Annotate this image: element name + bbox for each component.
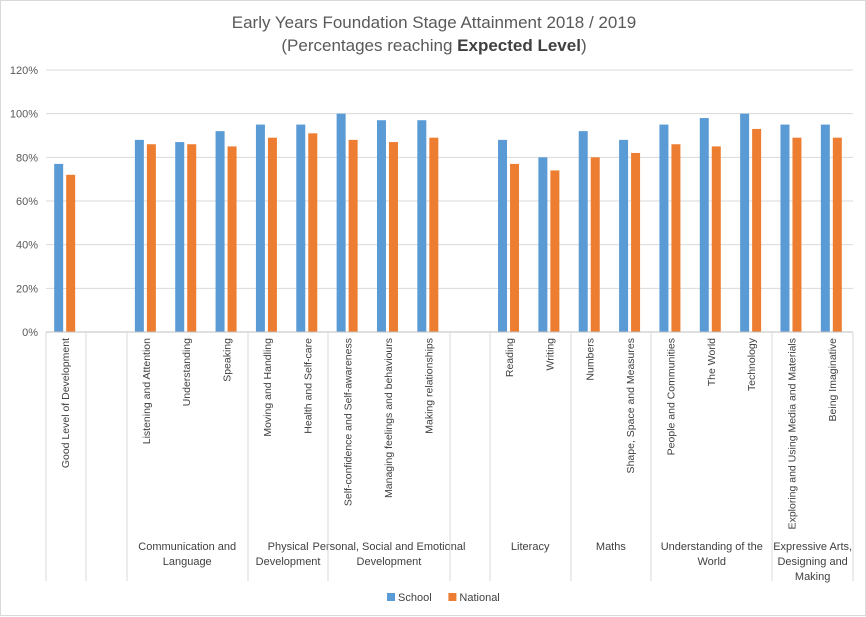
bar-national-17 xyxy=(832,137,842,332)
legend: School National xyxy=(387,592,500,604)
chart-title: Early Years Foundation Stage Attainment … xyxy=(232,13,637,32)
category-label: Speaking xyxy=(222,338,234,382)
y-tick-label: 0% xyxy=(22,327,38,339)
category-label: Self-confidence and Self-awareness xyxy=(343,338,355,506)
legend-swatch-national xyxy=(448,593,457,601)
bar-national-14 xyxy=(711,146,721,332)
category-label: Understanding xyxy=(181,338,193,406)
bar-school-3 xyxy=(215,131,225,332)
bar-national-13 xyxy=(671,144,681,332)
legend-label-national: National xyxy=(459,592,499,604)
bar-national-15 xyxy=(752,128,762,332)
y-tick-label: 100% xyxy=(10,109,38,121)
legend-swatch-school xyxy=(387,593,395,601)
group-label: Language xyxy=(163,556,212,568)
bar-school-12 xyxy=(619,139,629,332)
category-label: Exploring and Using Media and Materials xyxy=(786,338,798,529)
bar-national-5 xyxy=(308,133,318,332)
bar-national-9 xyxy=(510,163,520,332)
bar-national-10 xyxy=(550,170,560,332)
bar-school-1 xyxy=(134,139,144,332)
group-label: Literacy xyxy=(511,541,550,553)
group-label: Designing and xyxy=(777,556,847,568)
group-label: Development xyxy=(357,556,422,568)
bar-school-7 xyxy=(376,120,386,332)
group-label: Expressive Arts, xyxy=(773,541,852,553)
bar-national-8 xyxy=(429,137,439,332)
bar-school-17 xyxy=(820,124,830,332)
bar-school-6 xyxy=(336,113,346,333)
y-tick-label: 20% xyxy=(16,283,38,295)
bar-national-12 xyxy=(631,152,641,332)
bar-school-4 xyxy=(255,124,265,332)
category-label: Moving and Handling xyxy=(262,338,274,437)
gridlines xyxy=(46,69,853,333)
bar-school-5 xyxy=(296,124,306,332)
category-label: Writing xyxy=(544,338,556,371)
category-label: Being Imaginative xyxy=(827,338,839,422)
group-label: Understanding of the xyxy=(661,541,763,553)
category-label: Health and Self-care xyxy=(302,338,314,434)
bar-school-10 xyxy=(538,157,548,332)
subtitle-suffix: ) xyxy=(581,36,587,55)
group-label: Personal, Social and Emotional xyxy=(313,541,466,553)
category-label: People and Communities xyxy=(665,338,677,455)
category-label: Reading xyxy=(504,338,516,377)
bar-school-14 xyxy=(699,118,709,333)
y-tick-label: 40% xyxy=(16,240,38,252)
subtitle-prefix: (Percentages reaching xyxy=(281,36,457,55)
group-label: Communication and xyxy=(138,541,236,553)
group-label: Maths xyxy=(596,541,626,553)
group-label: Making xyxy=(795,571,830,583)
bar-school-13 xyxy=(659,124,669,332)
bar-national-2 xyxy=(187,144,197,332)
bar-national-4 xyxy=(267,137,277,332)
group-label: Development xyxy=(256,556,321,568)
bar-national-7 xyxy=(388,142,398,332)
bar-school-16 xyxy=(780,124,790,332)
bar-school-2 xyxy=(175,142,185,332)
legend-label-school: School xyxy=(398,592,432,604)
category-label: Technology xyxy=(746,337,758,391)
category-label: Shape, Space and Measures xyxy=(625,338,637,473)
chart-subtitle: (Percentages reaching Expected Level) xyxy=(281,36,586,55)
bar-school-11 xyxy=(578,131,588,332)
y-axis: 0% 20% 40% 60% 80% 100% 120% xyxy=(10,65,38,339)
category-label: Making relationships xyxy=(423,338,435,434)
category-label: Managing feelings and behaviours xyxy=(383,338,395,498)
bar-national-3 xyxy=(227,146,237,332)
category-label: Numbers xyxy=(585,338,597,381)
bar-national-1 xyxy=(146,144,156,332)
category-label: The World xyxy=(706,338,718,386)
category-label: Good Level of Development xyxy=(60,338,72,468)
subtitle-bold: Expected Level xyxy=(457,36,581,55)
y-tick-label: 60% xyxy=(16,196,38,208)
bars xyxy=(54,113,842,333)
bar-school-15 xyxy=(740,113,750,333)
group-label: Physical xyxy=(268,541,309,553)
x-axis: Good Level of Development Listening and A… xyxy=(45,331,854,583)
bar-school-8 xyxy=(417,120,427,332)
category-label: Listening and Attention xyxy=(141,338,153,444)
bar-national-16 xyxy=(792,137,802,332)
bar-school-0 xyxy=(54,163,64,332)
bar-national-11 xyxy=(590,157,600,332)
bar-national-6 xyxy=(348,139,358,332)
bar-school-9 xyxy=(498,139,508,332)
bar-national-0 xyxy=(66,174,76,332)
y-tick-label: 120% xyxy=(10,65,38,77)
y-tick-label: 80% xyxy=(16,152,38,164)
group-label: World xyxy=(698,556,727,568)
